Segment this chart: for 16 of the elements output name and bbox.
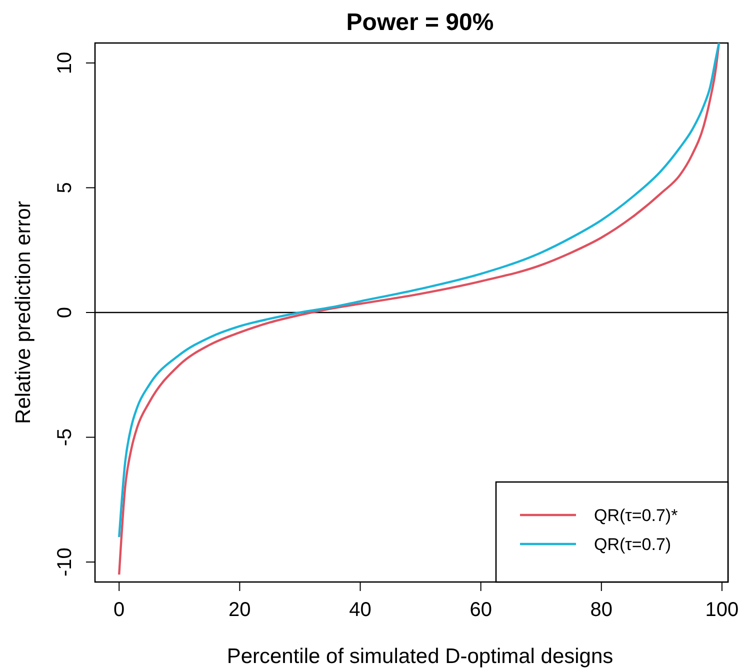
- y-tick-label: -10: [54, 548, 76, 576]
- x-axis-title: Percentile of simulated D-optimal designs: [226, 645, 614, 668]
- x-tick-label: 20: [228, 599, 251, 621]
- chart-title: Power = 90%: [346, 9, 494, 36]
- y-tick-label: 0: [54, 306, 76, 318]
- y-tick-label: -5: [54, 428, 76, 446]
- y-tick-label: 5: [54, 182, 76, 194]
- x-tick-label: 80: [590, 599, 613, 621]
- legend-label: QR(τ=0.7): [594, 535, 672, 554]
- x-tick-label: 40: [349, 599, 372, 621]
- x-tick-label: 100: [705, 599, 739, 621]
- y-tick-label: 10: [54, 52, 76, 74]
- legend-label: QR(τ=0.7)*: [594, 506, 678, 525]
- x-tick-label: 60: [470, 599, 492, 621]
- y-axis-title: Relative prediction error: [12, 201, 35, 424]
- x-tick-label: 0: [114, 599, 125, 621]
